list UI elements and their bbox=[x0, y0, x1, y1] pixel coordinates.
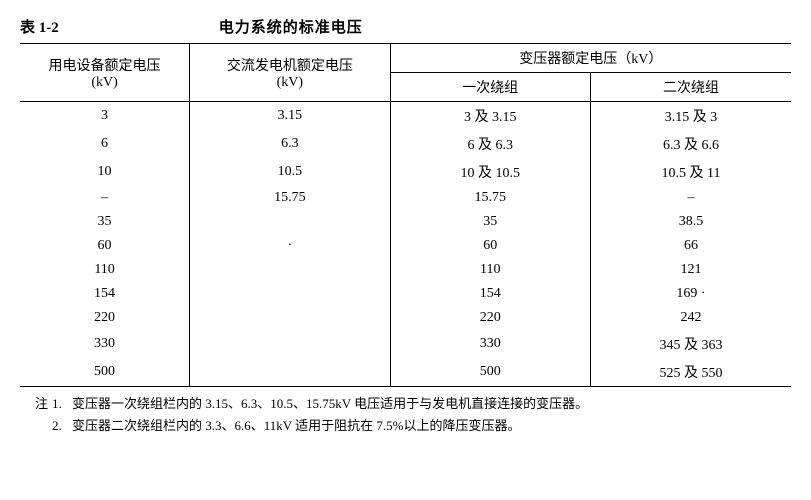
cell-gen bbox=[190, 258, 390, 282]
table-row: 353538.5 bbox=[20, 210, 791, 234]
cell-secondary: 169 · bbox=[591, 282, 791, 306]
table-row: 154154169 · bbox=[20, 282, 791, 306]
table-row: 110110121 bbox=[20, 258, 791, 282]
note-text: 变压器二次绕组栏内的 3.3、6.6、11kV 适用于阻抗在 7.5%以上的降压… bbox=[72, 415, 521, 437]
cell-gen: 6.3 bbox=[190, 130, 390, 158]
cell-secondary: 38.5 bbox=[591, 210, 791, 234]
cell-primary: 330 bbox=[390, 330, 590, 358]
table-label: 表 1-2 bbox=[20, 16, 59, 37]
table-row: 33.153 及 3.153.15 及 3 bbox=[20, 102, 791, 131]
cell-equip: 220 bbox=[20, 306, 190, 330]
cell-primary: 220 bbox=[390, 306, 590, 330]
cell-equip: 35 bbox=[20, 210, 190, 234]
cell-secondary: 6.3 及 6.6 bbox=[591, 130, 791, 158]
table-head: 用电设备额定电压 (kV) 交流发电机额定电压 (kV) 变压器额定电压（kV）… bbox=[20, 44, 791, 102]
cell-equip: 154 bbox=[20, 282, 190, 306]
cell-gen: · bbox=[190, 234, 390, 258]
table-header-row: 表 1-2 电力系统的标准电压 bbox=[20, 16, 791, 37]
cell-primary: 15.75 bbox=[390, 186, 590, 210]
cell-primary: 10 及 10.5 bbox=[390, 158, 590, 186]
cell-equip: 3 bbox=[20, 102, 190, 131]
col-trans: 变压器额定电压（kV） bbox=[390, 44, 791, 73]
cell-secondary: 10.5 及 11 bbox=[591, 158, 791, 186]
note-number: 2. bbox=[52, 415, 72, 437]
notes-label-empty bbox=[20, 415, 52, 437]
table-row: 500500525 及 550 bbox=[20, 358, 791, 387]
cell-equip: 110 bbox=[20, 258, 190, 282]
cell-primary: 154 bbox=[390, 282, 590, 306]
cell-gen bbox=[190, 210, 390, 234]
cell-equip: 10 bbox=[20, 158, 190, 186]
table-row: 60·6066 bbox=[20, 234, 791, 258]
col-gen-unit: (kV) bbox=[196, 75, 383, 91]
voltage-table: 用电设备额定电压 (kV) 交流发电机额定电压 (kV) 变压器额定电压（kV）… bbox=[20, 43, 791, 387]
cell-secondary: 66 bbox=[591, 234, 791, 258]
cell-equip: 60 bbox=[20, 234, 190, 258]
cell-secondary: 345 及 363 bbox=[591, 330, 791, 358]
table-row: 1010.510 及 10.510.5 及 11 bbox=[20, 158, 791, 186]
cell-equip: 500 bbox=[20, 358, 190, 387]
notes-label: 注 bbox=[20, 393, 52, 415]
table-row: –15.7515.75– bbox=[20, 186, 791, 210]
col-gen: 交流发电机额定电压 (kV) bbox=[190, 44, 390, 102]
cell-gen bbox=[190, 282, 390, 306]
cell-primary: 35 bbox=[390, 210, 590, 234]
note-number: 1. bbox=[52, 393, 72, 415]
col-equip-unit: (kV) bbox=[26, 75, 183, 91]
note-text: 变压器一次绕组栏内的 3.15、6.3、10.5、15.75kV 电压适用于与发… bbox=[72, 393, 588, 415]
cell-primary: 60 bbox=[390, 234, 590, 258]
cell-gen bbox=[190, 330, 390, 358]
col-equip: 用电设备额定电压 (kV) bbox=[20, 44, 190, 102]
cell-gen bbox=[190, 358, 390, 387]
col-secondary: 二次绕组 bbox=[591, 73, 791, 102]
cell-primary: 3 及 3.15 bbox=[390, 102, 590, 131]
table-body: 33.153 及 3.153.15 及 366.36 及 6.36.3 及 6.… bbox=[20, 102, 791, 387]
table-row: 330330345 及 363 bbox=[20, 330, 791, 358]
cell-secondary: 242 bbox=[591, 306, 791, 330]
cell-primary: 6 及 6.3 bbox=[390, 130, 590, 158]
cell-equip: 6 bbox=[20, 130, 190, 158]
cell-secondary: – bbox=[591, 186, 791, 210]
table-notes: 注 1. 变压器一次绕组栏内的 3.15、6.3、10.5、15.75kV 电压… bbox=[20, 393, 791, 437]
cell-secondary: 3.15 及 3 bbox=[591, 102, 791, 131]
cell-secondary: 525 及 550 bbox=[591, 358, 791, 387]
cell-secondary: 121 bbox=[591, 258, 791, 282]
cell-gen: 10.5 bbox=[190, 158, 390, 186]
cell-primary: 110 bbox=[390, 258, 590, 282]
table-title: 电力系统的标准电压 bbox=[219, 16, 363, 37]
cell-gen: 3.15 bbox=[190, 102, 390, 131]
col-gen-label: 交流发电机额定电压 bbox=[196, 55, 383, 75]
table-row: 220220242 bbox=[20, 306, 791, 330]
col-equip-label: 用电设备额定电压 bbox=[26, 55, 183, 75]
col-primary: 一次绕组 bbox=[390, 73, 590, 102]
cell-equip: – bbox=[20, 186, 190, 210]
cell-primary: 500 bbox=[390, 358, 590, 387]
cell-equip: 330 bbox=[20, 330, 190, 358]
cell-gen: 15.75 bbox=[190, 186, 390, 210]
table-row: 66.36 及 6.36.3 及 6.6 bbox=[20, 130, 791, 158]
cell-gen bbox=[190, 306, 390, 330]
